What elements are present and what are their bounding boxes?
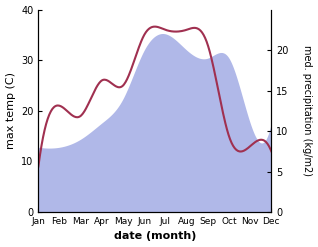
Y-axis label: max temp (C): max temp (C) (5, 72, 16, 149)
X-axis label: date (month): date (month) (114, 231, 196, 242)
Y-axis label: med. precipitation (kg/m2): med. precipitation (kg/m2) (302, 45, 313, 176)
